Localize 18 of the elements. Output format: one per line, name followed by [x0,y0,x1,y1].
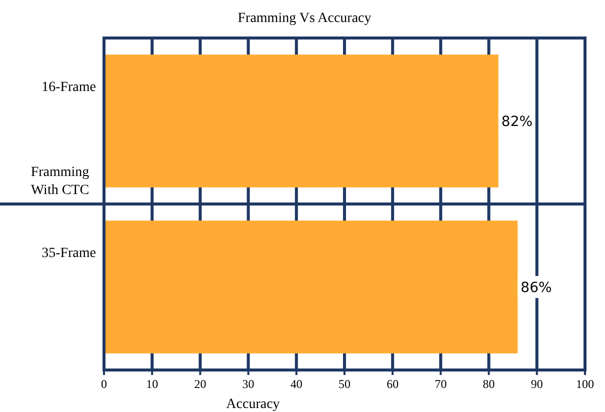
x-tick-label: 100 [576,377,594,391]
x-tick-label: 20 [194,377,206,391]
y-tick-label: 35-Frame [42,246,96,261]
x-tick-label: 10 [146,377,158,391]
x-tick-label: 50 [338,377,350,391]
x-tick-label: 80 [482,377,495,391]
x-tick-label: 60 [386,377,399,391]
x-tick-label: 30 [242,377,254,391]
x-tick-label: 0 [101,377,107,391]
x-tick-label: 70 [434,377,447,391]
x-tick-label: 90 [530,377,543,391]
chart-title: Framming Vs Accuracy [238,11,372,26]
x-axis-title: Accuracy [226,397,280,412]
data-label: 86% [520,280,552,296]
y-tick-label: 16-Frame [42,80,96,95]
data-label: 82% [501,114,533,130]
x-tick-label: 40 [290,377,302,391]
y-axis-title: Framming With CTC [30,165,90,198]
